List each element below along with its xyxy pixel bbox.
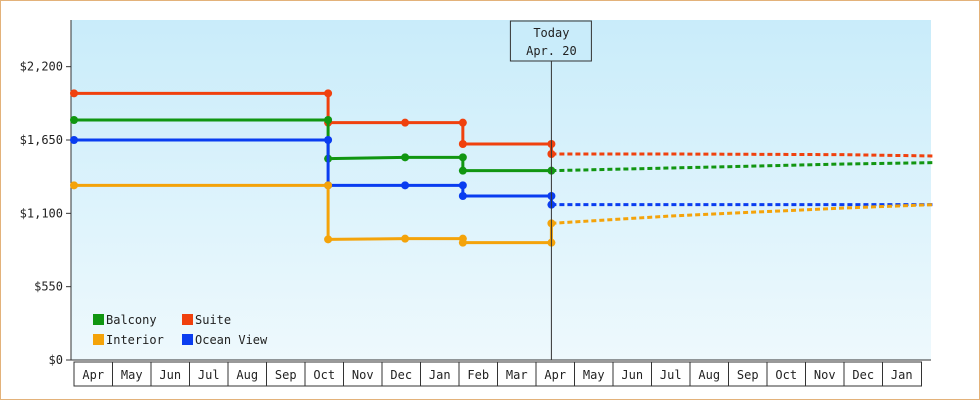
- series-forecast-balcony: [551, 161, 933, 173]
- legend: Balcony Suite Interior Ocean View: [93, 313, 268, 347]
- x-tick-label: Sep: [737, 368, 759, 382]
- data-point-balcony: [70, 116, 78, 124]
- legend-label-balcony: Balcony: [106, 313, 157, 327]
- data-point-interior: [401, 234, 410, 243]
- data-point-suite: [70, 89, 78, 98]
- data-point-balcony: [401, 153, 410, 162]
- x-tick-label: Aug: [236, 368, 258, 382]
- today-label: Today: [533, 26, 569, 40]
- legend-swatch-ocean-view: [182, 334, 193, 345]
- plot-area: [71, 20, 931, 360]
- legend-label-suite: Suite: [195, 313, 231, 327]
- data-point-suite: [401, 118, 410, 127]
- y-tick-label: $0: [49, 353, 63, 367]
- data-point-suite: [458, 140, 467, 148]
- x-tick-label: Nov: [814, 368, 836, 382]
- x-tick-label: Nov: [352, 368, 374, 382]
- series-line-suite: [74, 91, 553, 154]
- data-point-interior: [458, 238, 467, 247]
- data-point-suite: [458, 118, 467, 127]
- data-point-ocean-view: [458, 181, 467, 190]
- x-tick-label: Sep: [275, 368, 297, 382]
- x-tick-label: May: [583, 368, 605, 382]
- legend-swatch-balcony: [93, 314, 104, 325]
- data-point-interior: [324, 235, 333, 244]
- legend-label-ocean-view: Ocean View: [195, 333, 268, 347]
- x-tick-label: Jun: [621, 368, 643, 382]
- x-tick-label: Feb: [467, 368, 489, 382]
- today-label-box: [509, 20, 592, 62]
- data-point-interior: [324, 181, 333, 190]
- y-tick-label: $550: [34, 280, 63, 294]
- series-layer: [70, 89, 933, 247]
- x-tick-label: Jan: [891, 368, 913, 382]
- legend-swatch-suite: [182, 314, 193, 325]
- x-tick-label: Dec: [390, 368, 412, 382]
- data-point-balcony: [458, 166, 467, 175]
- data-point-suite: [324, 89, 333, 98]
- data-point-ocean-view: [401, 181, 410, 190]
- today-date-label: Apr. 20: [526, 44, 577, 58]
- today-marker: Today Apr. 20: [509, 20, 592, 360]
- data-point-ocean-view: [70, 136, 78, 144]
- series-line-interior: [74, 183, 553, 245]
- x-tick-label: Aug: [698, 368, 720, 382]
- legend-swatch-interior: [93, 334, 104, 345]
- series-line-ocean-view: [74, 138, 553, 205]
- x-tick-label: Jan: [429, 368, 451, 382]
- y-tick-label: $1,650: [20, 133, 63, 147]
- x-axis: Apr May Jun Jul Aug Sep Oct Nov Dec Jan Feb Mar Apr M…: [71, 359, 931, 387]
- x-tick-label: Jul: [198, 368, 220, 382]
- y-axis: $0 $550 $1,100 $1,650 $2,200: [20, 20, 72, 367]
- data-point-balcony: [324, 116, 333, 124]
- x-tick-label: Mar: [506, 368, 528, 382]
- y-tick-label: $1,100: [20, 206, 63, 220]
- y-tick-label: $2,200: [20, 60, 63, 74]
- series-forecast-suite: [551, 152, 933, 158]
- x-tick-label: Jun: [159, 368, 181, 382]
- x-tick-label: Apr: [82, 368, 104, 382]
- x-tick-label: Oct: [775, 368, 797, 382]
- data-point-ocean-view: [324, 136, 333, 144]
- x-tick-label: Oct: [313, 368, 335, 382]
- x-tick-label: Apr: [544, 368, 566, 382]
- legend-label-interior: Interior: [106, 333, 164, 347]
- data-point-ocean-view: [458, 192, 467, 200]
- data-point-interior: [70, 181, 78, 190]
- x-tick-label: May: [121, 368, 143, 382]
- x-tick-label: Jul: [660, 368, 682, 382]
- x-tick-label: Dec: [852, 368, 874, 382]
- data-point-balcony: [458, 153, 467, 162]
- series-forecast-interior: [551, 203, 933, 225]
